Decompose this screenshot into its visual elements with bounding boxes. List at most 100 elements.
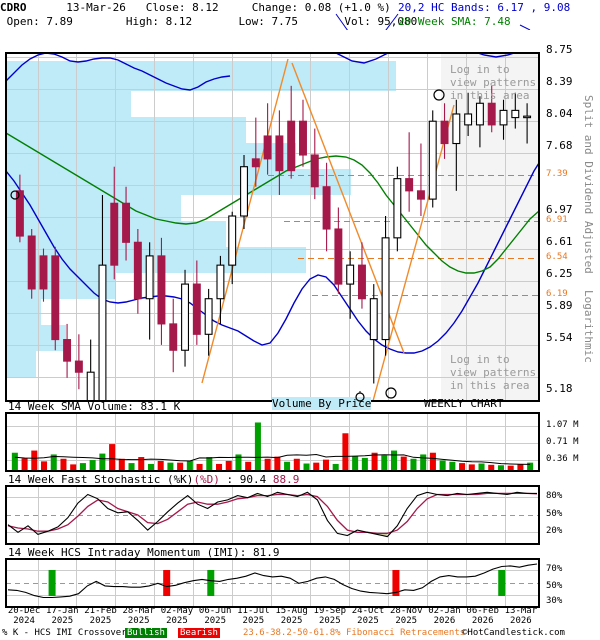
volume-bar	[497, 465, 504, 470]
volume-bar	[527, 462, 534, 470]
stoch-k-line	[7, 491, 537, 538]
volume-sma-line	[14, 453, 531, 465]
volume-bar	[216, 463, 223, 470]
fib-tick-1: 6.91	[546, 215, 568, 225]
login-overlay-top[interactable]: Log in to view patterns in this area	[450, 63, 537, 102]
stoch-d-line	[7, 492, 538, 535]
volume-bar	[478, 463, 485, 470]
candle-body	[299, 120, 307, 156]
x-tick-year: 2026	[471, 616, 494, 626]
volume-bar	[361, 457, 368, 470]
volume-bar	[332, 463, 339, 470]
candle-body	[322, 186, 331, 230]
volume-bar	[284, 461, 291, 470]
volume-bar	[391, 450, 398, 470]
price-ytick-6: 6.25	[546, 267, 573, 280]
header-spacer-4	[0, 15, 7, 28]
x-tick-date: 02-Jan	[428, 606, 461, 616]
x-tick-date: 13-Mar	[504, 606, 538, 616]
x-tick-date: 20-Dec	[7, 606, 41, 616]
trendlines	[201, 58, 455, 401]
imi-crossover-bearish	[163, 570, 171, 596]
candle-body	[98, 264, 107, 401]
volume-bar	[235, 454, 242, 470]
candle-body	[169, 323, 178, 351]
sma-legend: 20 Week SMA: 7.48	[398, 15, 511, 28]
fib-tick-2: 6.54	[546, 252, 568, 262]
candle-body	[15, 190, 24, 237]
x-tick-date: 24-Oct	[351, 606, 385, 616]
imi-ytick-1: 50%	[546, 581, 563, 591]
stoch-fill-area	[247, 492, 537, 537]
volume-bar	[352, 456, 359, 470]
x-tick-year: 2025	[127, 616, 150, 626]
stoch-title-k: 14 Week Fast Stochastic (%K)	[8, 473, 194, 486]
x-axis-tick: 28-Mar 2025	[114, 606, 164, 626]
volume-bar	[60, 458, 67, 470]
volume-bar	[225, 460, 232, 470]
volume-bar	[303, 463, 310, 470]
header-spacer-2	[126, 1, 146, 14]
volume-bar	[245, 461, 252, 470]
imi-chart-panel[interactable]	[5, 558, 540, 608]
candle-body	[86, 371, 95, 401]
price-ytick-9: 5.18	[546, 382, 573, 395]
candle-body	[110, 202, 119, 266]
volume-gridlines	[6, 413, 539, 471]
volume-bar	[128, 463, 135, 470]
price-chart-svg	[6, 53, 539, 401]
bearish-badge: Bearish	[178, 628, 220, 638]
imi-ytick-0: 70%	[546, 564, 563, 574]
imi-crossover-bearish	[392, 570, 400, 596]
candle-body	[381, 237, 390, 341]
candle-body	[487, 102, 496, 126]
header-line-2: Open: 7.89 High: 8.12 Low: 7.75 Vol: 95,…	[0, 15, 418, 28]
header-line-1: CDRO 13-Mar-26 Close: 8.12 Change: 0.08 …	[0, 1, 391, 14]
x-axis-tick: 19-Sep 2025	[305, 606, 355, 626]
login-overlay-bottom[interactable]: Log in to view patterns in this area	[450, 353, 537, 392]
price-ytick-8: 5.54	[546, 331, 573, 344]
candle-body	[405, 178, 414, 192]
candle-body	[464, 113, 473, 126]
chart-footer: % K - HCS IMI Crossover, Bullish Bearish…	[0, 628, 600, 640]
candle-body	[357, 264, 366, 300]
copyright-label: ©HotCandlestick.com	[462, 628, 565, 638]
x-tick-date: 02-May	[160, 606, 194, 616]
candle-body	[393, 178, 402, 239]
volume-bar	[79, 463, 86, 470]
fib-tick-0: 7.39	[546, 169, 568, 179]
volume-bar	[429, 452, 436, 470]
candle-body	[51, 255, 60, 341]
high-value: High: 8.12	[125, 15, 193, 28]
candle-body	[287, 120, 296, 172]
candlestick-series	[15, 85, 532, 401]
fib-tick-3: 6.19	[546, 289, 568, 299]
fibonacci-note: 23.6-38.2-50-61.8% Fibonacci Retracement…	[243, 628, 466, 638]
price-chart-panel[interactable]: Log in to view patterns in this area Log…	[5, 52, 540, 402]
price-ytick-5: 6.61	[546, 235, 573, 248]
volume-bar	[507, 465, 514, 470]
stochastic-chart-panel[interactable]	[5, 485, 540, 545]
candle-body	[204, 298, 213, 335]
stoch-ytick-1: 50%	[546, 509, 563, 519]
price-ytick-1: 8.39	[546, 75, 573, 88]
candle-body	[216, 264, 225, 300]
price-ytick-2: 8.04	[546, 107, 573, 120]
x-tick-date: 21-Feb	[84, 606, 117, 616]
x-tick-year: 2025	[204, 616, 226, 626]
candle-body	[27, 235, 36, 290]
low-value: Low: 7.75	[238, 15, 299, 28]
x-axis-tick: 28-Nov 2025	[381, 606, 431, 626]
volume-bar	[420, 454, 427, 470]
volume-chart-panel[interactable]	[5, 412, 540, 472]
bullish-badge: Bullish	[125, 628, 167, 638]
stoch-title-sep: : 90.4	[219, 473, 273, 486]
volume-by-price-bars	[6, 61, 396, 377]
x-tick-date: 06-Feb	[466, 606, 499, 616]
stoch-title-dval: 88.9	[272, 473, 300, 486]
volume-bar	[322, 459, 329, 470]
price-ytick-3: 7.68	[546, 139, 573, 152]
x-axis-tick: 06-Feb 2026	[458, 606, 508, 626]
x-axis-tick: 02-May 2025	[152, 606, 202, 626]
